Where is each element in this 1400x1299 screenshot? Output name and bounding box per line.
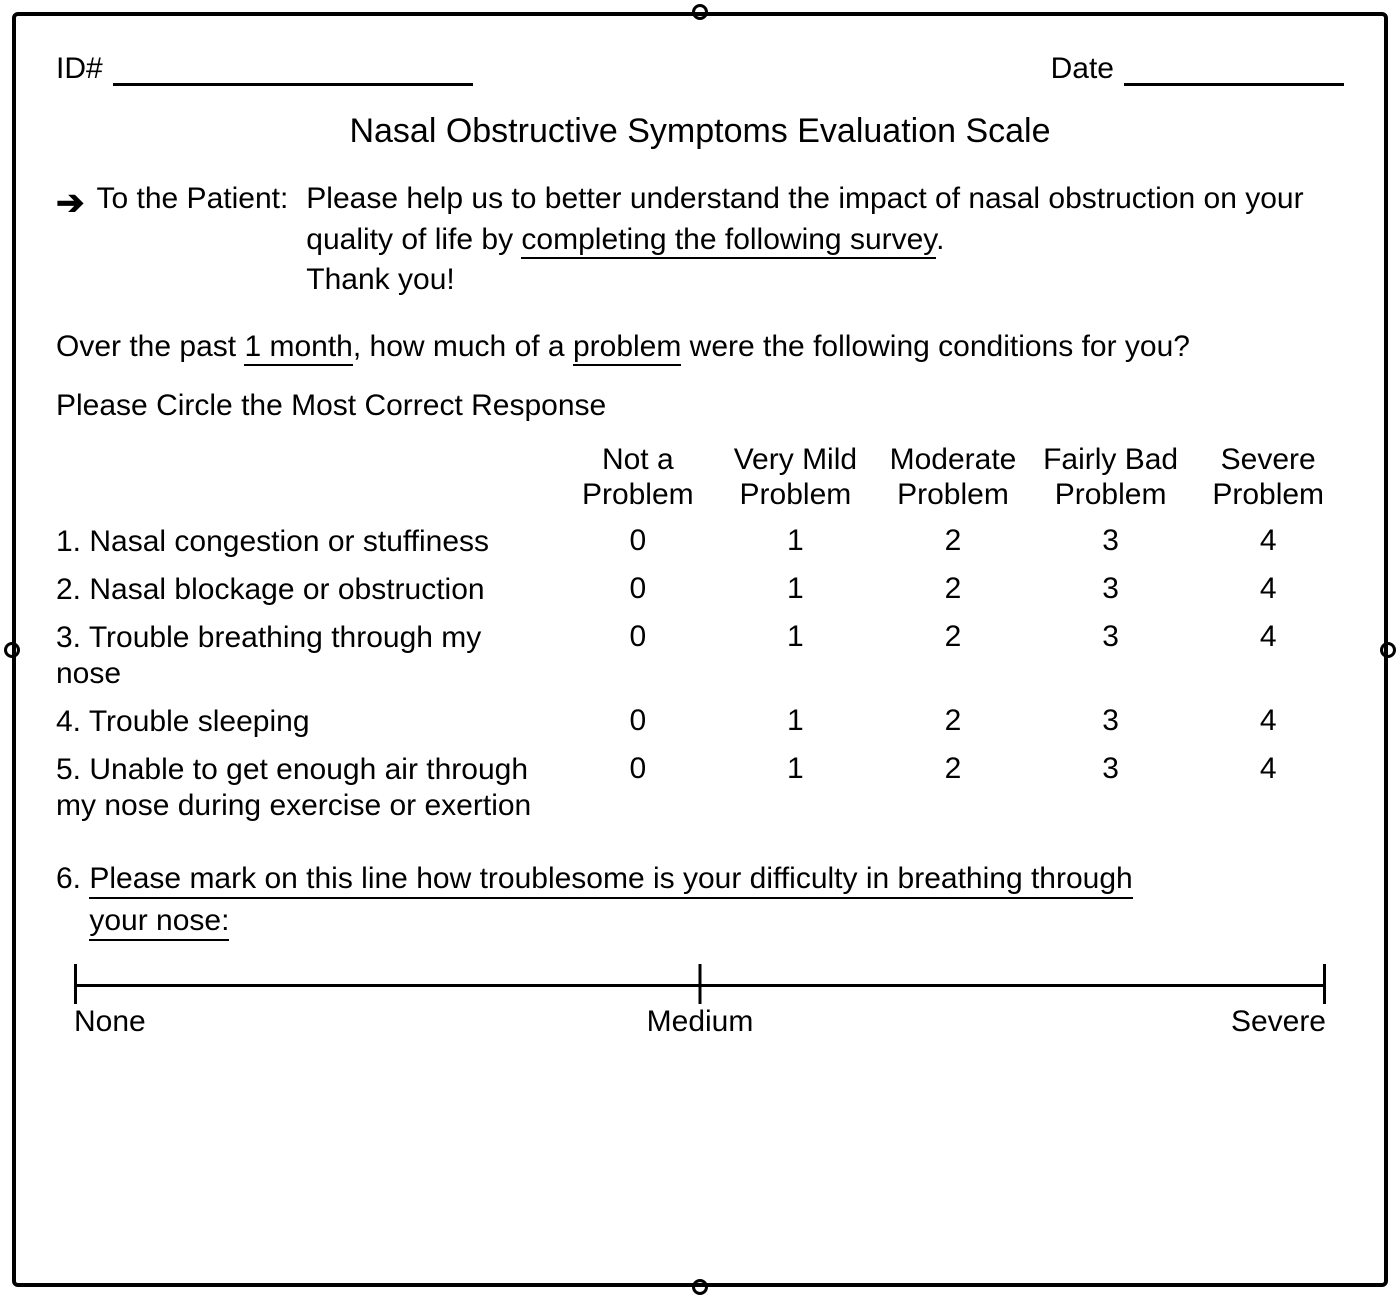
period-ul2: problem (573, 330, 681, 366)
period-mid: , how much of a (353, 330, 573, 363)
circle-instruction: Please Circle the Most Correct Response (56, 389, 1344, 423)
col1-top: Very Mild (734, 443, 857, 476)
vas-labels: None Medium Severe (74, 1005, 1326, 1039)
vas-tick-right (1323, 964, 1326, 1004)
row5-opt2[interactable]: 2 (877, 752, 1029, 786)
row3-opt4[interactable]: 4 (1192, 620, 1344, 654)
row4-opt2[interactable]: 2 (877, 704, 1029, 738)
col2-top: Moderate (890, 443, 1017, 476)
col4-top: Severe (1221, 443, 1316, 476)
row4-n: 4. (56, 705, 81, 738)
col-header-2: ModerateProblem (877, 443, 1029, 512)
id-label: ID# (56, 52, 103, 86)
vas-scale: None Medium Severe (56, 984, 1344, 1039)
date-block: Date (1051, 52, 1344, 86)
vas-label-mid: Medium (234, 1005, 1166, 1039)
row4-opt0[interactable]: 0 (562, 704, 714, 738)
row1-opt2[interactable]: 2 (877, 524, 1029, 558)
row2-opt4[interactable]: 4 (1192, 572, 1344, 606)
to-patient-text: Please help us to better understand the … (306, 179, 1344, 301)
date-input-line[interactable] (1124, 55, 1344, 87)
col-header-1: Very MildProblem (720, 443, 872, 512)
row3-label: 3. Trouble breathing through my nose (56, 620, 556, 692)
row4-opt4[interactable]: 4 (1192, 704, 1344, 738)
scale-table: Not aProblem Very MildProblem ModeratePr… (56, 443, 1344, 824)
vas-line[interactable] (74, 984, 1326, 987)
row5-text: Unable to get enough air through my nose… (56, 753, 531, 822)
period-ul1: 1 month (244, 330, 352, 366)
page: ID# Date Nasal Obstructive Symptoms Eval… (0, 0, 1400, 1299)
row2-text: Nasal blockage or obstruction (89, 573, 484, 606)
vas-label-left: None (74, 1005, 234, 1039)
row4-text: Trouble sleeping (89, 705, 310, 738)
vas-label-right: Severe (1166, 1005, 1326, 1039)
col3-bot: Problem (1055, 478, 1167, 511)
row5-opt1[interactable]: 1 (720, 752, 872, 786)
row1-n: 1. (56, 525, 81, 558)
vas-tick-mid (699, 964, 702, 1004)
to-patient-line1-post: . (936, 223, 944, 256)
row2-opt1[interactable]: 1 (720, 572, 872, 606)
col3-top: Fairly Bad (1043, 443, 1178, 476)
to-patient-label: To the Patient: (97, 179, 289, 220)
period-pre: Over the past (56, 330, 244, 363)
col-header-3: Fairly BadProblem (1035, 443, 1187, 512)
header-row: ID# Date (56, 52, 1344, 86)
row1-opt1[interactable]: 1 (720, 524, 872, 558)
row1-label: 1. Nasal congestion or stuffiness (56, 524, 556, 560)
to-patient-block: ➔ To the Patient: Please help us to bett… (56, 179, 1344, 301)
period-post: were the following conditions for you? (681, 330, 1190, 363)
row4-opt3[interactable]: 3 (1035, 704, 1187, 738)
row5-n: 5. (56, 753, 81, 786)
row5-opt4[interactable]: 4 (1192, 752, 1344, 786)
q6-line1: Please mark on this line how troublesome… (89, 862, 1132, 899)
row3-text: Trouble breathing through my nose (56, 621, 481, 690)
row1-opt3[interactable]: 3 (1035, 524, 1187, 558)
row2-n: 2. (56, 573, 81, 606)
row3-opt3[interactable]: 3 (1035, 620, 1187, 654)
row3-opt1[interactable]: 1 (720, 620, 872, 654)
q6-n: 6. (56, 862, 81, 895)
form-frame: ID# Date Nasal Obstructive Symptoms Eval… (12, 12, 1388, 1287)
row4-label: 4. Trouble sleeping (56, 704, 556, 740)
col1-bot: Problem (740, 478, 852, 511)
to-patient-line2: Thank you! (306, 263, 454, 296)
col0-top: Not a (602, 443, 674, 476)
id-input-line[interactable] (113, 55, 473, 87)
row3-n: 3. (56, 621, 81, 654)
row5-label: 5. Unable to get enough air through my n… (56, 752, 556, 824)
arrow-right-icon: ➔ (56, 181, 85, 227)
row2-opt2[interactable]: 2 (877, 572, 1029, 606)
row1-opt0[interactable]: 0 (562, 524, 714, 558)
col0-bot: Problem (582, 478, 694, 511)
vas-tick-left (74, 964, 77, 1004)
row5-opt3[interactable]: 3 (1035, 752, 1187, 786)
col-header-0: Not aProblem (562, 443, 714, 512)
to-patient-line1-ul: completing the following survey (521, 223, 936, 259)
row5-opt0[interactable]: 0 (562, 752, 714, 786)
id-block: ID# (56, 52, 473, 86)
q6-block: 6. Please mark on this line how troubles… (56, 858, 1344, 942)
row2-opt3[interactable]: 3 (1035, 572, 1187, 606)
row2-label: 2. Nasal blockage or obstruction (56, 572, 556, 608)
col2-bot: Problem (897, 478, 1009, 511)
col4-bot: Problem (1212, 478, 1324, 511)
q6-line2: your nose: (89, 904, 229, 941)
row4-opt1[interactable]: 1 (720, 704, 872, 738)
row3-opt2[interactable]: 2 (877, 620, 1029, 654)
date-label: Date (1051, 52, 1114, 86)
row1-text: Nasal congestion or stuffiness (89, 525, 489, 558)
row2-opt0[interactable]: 0 (562, 572, 714, 606)
col-header-4: SevereProblem (1192, 443, 1344, 512)
period-question: Over the past 1 month, how much of a pro… (56, 327, 1344, 368)
form-title: Nasal Obstructive Symptoms Evaluation Sc… (56, 112, 1344, 151)
row1-opt4[interactable]: 4 (1192, 524, 1344, 558)
row3-opt0[interactable]: 0 (562, 620, 714, 654)
